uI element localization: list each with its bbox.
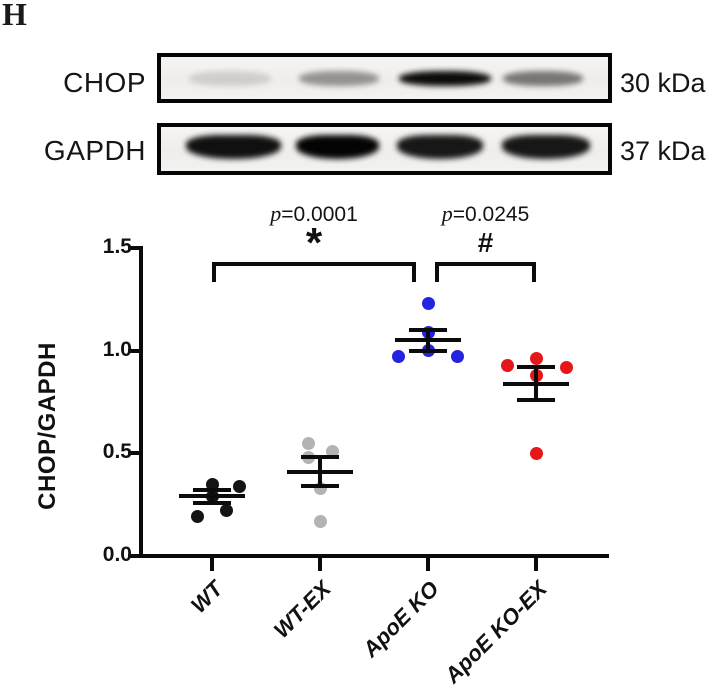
data-point	[232, 479, 246, 493]
error-bar-cap	[193, 488, 231, 493]
y-axis-line	[139, 246, 143, 558]
data-point	[301, 436, 315, 450]
y-tick	[128, 554, 140, 558]
y-tick	[128, 348, 140, 353]
p-italic: p	[270, 201, 282, 226]
p-number: =0.0245	[452, 203, 530, 226]
significance-symbol: *	[305, 219, 323, 266]
y-tick	[128, 451, 140, 456]
error-bar-cap	[409, 348, 447, 353]
error-bar-cap	[193, 500, 231, 505]
data-point	[313, 514, 327, 528]
mean-line	[287, 469, 353, 474]
y-tick	[128, 246, 140, 250]
error-bar-cap	[517, 397, 555, 402]
p-value-label: p=0.0245	[396, 201, 576, 227]
x-tick	[318, 556, 322, 571]
data-point	[391, 350, 405, 364]
data-point	[421, 296, 435, 310]
mean-line	[503, 381, 569, 386]
y-axis-title: CHOP/GAPDH	[34, 342, 61, 510]
p-italic: p	[441, 201, 453, 226]
data-point	[190, 510, 204, 524]
data-point	[219, 504, 233, 518]
blot-image-chop	[157, 53, 612, 103]
protein-band	[299, 71, 379, 86]
p-value-label: p=0.0001	[224, 201, 404, 227]
protein-band	[186, 135, 281, 159]
protein-band	[397, 135, 483, 159]
blot-image-gapdh	[157, 123, 612, 175]
mean-line	[179, 494, 245, 499]
blot-protein-label-gapdh: GAPDH	[43, 135, 146, 166]
error-bar-cap	[301, 484, 339, 489]
significance-bracket-end	[435, 262, 439, 282]
y-tick-label: 1.0	[102, 337, 132, 361]
mean-line	[395, 338, 461, 343]
significance-bracket	[435, 262, 536, 266]
blot-weight-label-chop: 30 kDa	[620, 68, 706, 98]
significance-bracket-end	[412, 262, 416, 282]
protein-band	[502, 135, 590, 159]
y-tick-label: 0.0	[102, 543, 132, 566]
data-point	[450, 350, 464, 364]
data-point	[500, 358, 514, 372]
data-point	[325, 444, 339, 458]
data-point	[559, 360, 573, 374]
y-tick-label: 1.5	[102, 235, 132, 258]
data-point	[205, 477, 219, 491]
significance-bracket-end	[532, 262, 536, 282]
protein-band	[503, 71, 583, 86]
x-tick	[534, 556, 538, 571]
y-tick-label: 0.5	[102, 440, 132, 464]
error-bar-cap	[301, 455, 339, 460]
x-tick-label: WT	[185, 576, 228, 618]
protein-band	[399, 71, 491, 86]
protein-band	[296, 135, 379, 159]
significance-bracket	[212, 262, 416, 266]
error-bar-cap	[409, 328, 447, 333]
significance-bracket-end	[212, 262, 216, 282]
protein-band	[189, 71, 271, 86]
blot-weight-label-gapdh: 37 kDa	[620, 136, 706, 166]
blot-protein-label-chop: CHOP	[63, 67, 146, 98]
data-point	[529, 352, 543, 366]
significance-symbol: #	[477, 227, 494, 258]
error-bar-cap	[517, 365, 555, 370]
x-tick	[210, 556, 214, 571]
p-number: =0.0001	[281, 203, 358, 226]
panel-letter: H	[2, 0, 27, 32]
x-axis-line	[128, 554, 609, 558]
x-tick	[426, 556, 430, 571]
data-point	[529, 446, 543, 460]
